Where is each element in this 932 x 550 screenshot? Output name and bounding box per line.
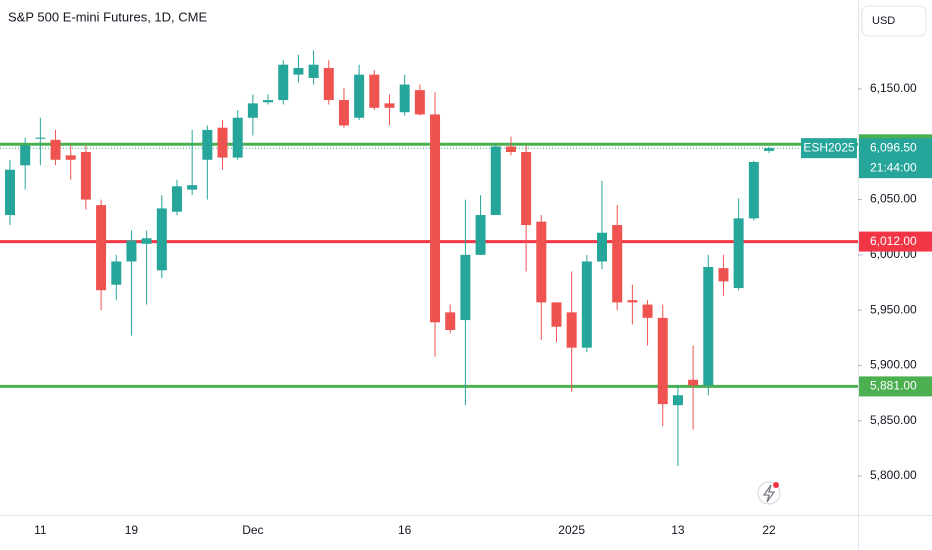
candle-body (536, 221, 547, 303)
candle-body (111, 261, 122, 285)
y-tick-label: 6,150.00 (870, 81, 917, 95)
candle-body (764, 148, 774, 151)
candle-body (20, 145, 31, 166)
price-line-tag (859, 231, 932, 252)
x-tick-label: 11 (34, 523, 47, 537)
currency: USD (872, 15, 895, 27)
candle-body (232, 117, 243, 158)
candle-body (657, 317, 668, 405)
candle-body (187, 185, 198, 190)
candle-body (50, 139, 61, 160)
x-tick-label: 16 (398, 523, 412, 537)
x-tick-label: 19 (125, 523, 139, 537)
y-tick-label: 5,800.00 (870, 468, 917, 482)
currency-box[interactable] (861, 5, 927, 37)
candle-body (627, 300, 638, 303)
price-line-tag (859, 376, 932, 397)
x-tick-label: 22 (762, 523, 776, 537)
plot (0, 50, 858, 467)
candle-body (96, 205, 107, 291)
icon-dot (773, 482, 779, 488)
candle-body (612, 224, 623, 303)
candle-body (551, 302, 562, 327)
candle-body (718, 268, 729, 282)
candle-body (126, 240, 137, 262)
candle-body (414, 90, 425, 115)
candle-body (5, 169, 15, 216)
last-price-tag (859, 138, 932, 179)
icon-bolt (762, 484, 776, 503)
candle-body (35, 137, 46, 139)
candle-body (581, 261, 592, 348)
symbol-label: ESH2025 (803, 140, 855, 154)
candle-body (460, 254, 471, 321)
candle-body (566, 312, 577, 348)
x-tick-label: 2025 (558, 523, 585, 537)
alert-icon[interactable] (757, 481, 781, 505)
candle-body (217, 127, 228, 158)
candle-body (369, 74, 380, 108)
candle-body (338, 100, 349, 126)
y-tick-label: 5,950.00 (870, 302, 917, 316)
x-tick-label: Dec (242, 523, 263, 537)
y-tick-label: 5,900.00 (870, 358, 917, 372)
candle-body (733, 218, 744, 289)
candle-body (156, 208, 167, 271)
candle-body (399, 84, 410, 113)
candle-body (748, 161, 759, 219)
candle-body (672, 395, 683, 406)
chart-title: S&P 500 E-mini Futures, 1D, CME (8, 9, 207, 24)
y-tick-label: 6,050.00 (870, 192, 917, 206)
candle-body (490, 146, 501, 216)
candle-body (445, 312, 456, 331)
last-price-label: 6,096.50 (870, 140, 917, 154)
candle-body (293, 67, 304, 75)
price-line-label: 5,881.00 (870, 379, 917, 393)
countdown: 21:44:00 (870, 160, 917, 174)
title-bg (0, 4, 232, 30)
candle-body (430, 114, 441, 323)
candle-body (80, 152, 91, 200)
candle-body (323, 67, 334, 101)
candle-body (354, 74, 365, 118)
candle-body (521, 152, 532, 225)
candle-body (247, 103, 258, 118)
candle-body (505, 146, 516, 153)
x-tick-label: 13 (671, 523, 685, 537)
candle-body (597, 232, 608, 262)
candle-body (263, 100, 274, 103)
candle-body (384, 103, 395, 108)
candle-body (642, 304, 653, 318)
candle-body (688, 379, 699, 386)
candle-body (141, 238, 152, 244)
candle-body (703, 267, 714, 386)
symbol-tag (801, 138, 857, 159)
y-tick-label: 5,850.00 (870, 413, 917, 427)
candle-body (308, 64, 319, 78)
candle-body (278, 64, 289, 101)
candle-body (171, 186, 182, 212)
price-line-label: 6,012.00 (870, 234, 917, 248)
candle-body (202, 129, 213, 160)
candle-body (475, 215, 486, 255)
candle-body (65, 155, 76, 160)
